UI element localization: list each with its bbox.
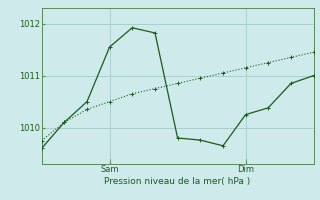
X-axis label: Pression niveau de la mer( hPa ): Pression niveau de la mer( hPa )	[104, 177, 251, 186]
